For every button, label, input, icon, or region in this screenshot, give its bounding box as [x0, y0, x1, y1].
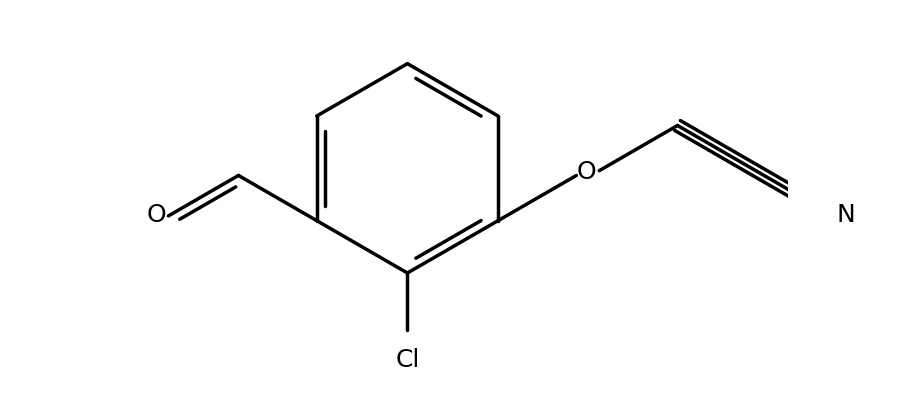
Text: O: O	[577, 159, 597, 183]
Text: Cl: Cl	[395, 347, 420, 371]
Text: N: N	[836, 202, 855, 226]
Text: O: O	[147, 202, 167, 226]
